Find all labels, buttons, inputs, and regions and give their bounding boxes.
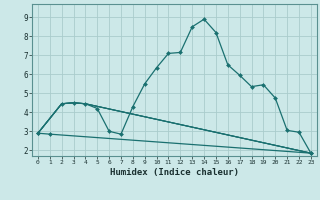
X-axis label: Humidex (Indice chaleur): Humidex (Indice chaleur) [110, 168, 239, 177]
